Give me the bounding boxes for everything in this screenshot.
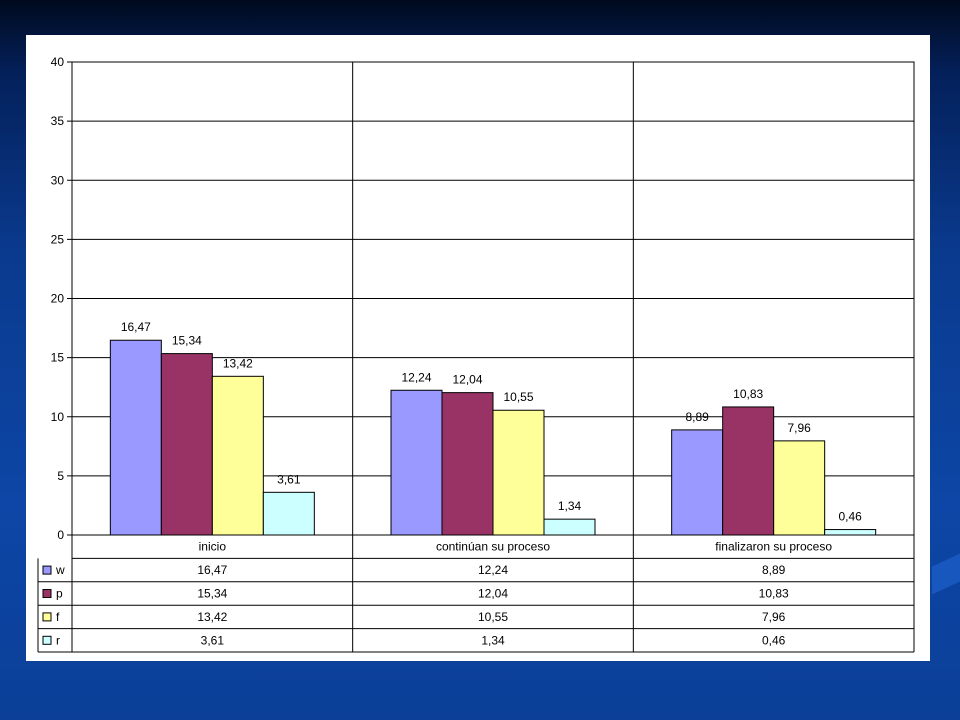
table-cell-value: 1,34 [481,633,505,647]
data-label: 7,96 [787,421,811,435]
bar [441,392,494,536]
bar [262,491,315,536]
table-cell-value: 0,46 [762,633,786,647]
bar [160,353,213,536]
bar [390,389,443,536]
category-label: finalizaron su proceso [715,540,832,554]
data-label: 1,34 [558,499,582,513]
y-tick-label: 25 [51,232,65,246]
legend-series-name: p [56,587,63,601]
table-cell-value: 16,47 [197,563,227,577]
legend-series-name: f [56,610,60,624]
table-cell-value: 12,24 [478,563,508,577]
y-tick-label: 5 [57,469,64,483]
legend-swatch [42,565,52,575]
y-tick-label: 40 [51,55,65,69]
legend-series-name: r [56,633,60,647]
data-label: 15,34 [172,334,202,348]
chart-panel: 0 5 10 15 20 25 30 35 40 16,47 15,34 13,42 3,61 12,24… [26,35,930,661]
y-tick-label: 20 [51,292,65,306]
data-label: 0,46 [838,510,862,524]
decorative-shape [932,553,960,595]
table-cell-value: 10,83 [759,587,789,601]
table-cell-value: 7,96 [762,610,786,624]
table-cell-value: 15,34 [197,587,227,601]
y-tick-label: 35 [51,114,65,128]
table-cell-value: 12,04 [478,587,508,601]
bar [211,375,264,536]
bar-chart: 0 5 10 15 20 25 30 35 40 16,47 15,34 13,42 3,61 12,24… [37,55,915,653]
category-label: inicio [199,540,227,554]
bar [773,440,826,536]
y-tick-label: 30 [51,173,65,187]
data-label: 3,61 [277,472,301,486]
bar [492,409,545,536]
data-label: 12,04 [452,373,482,387]
y-tick-label: 15 [51,351,65,365]
legend-swatch [42,635,52,645]
bar [543,518,596,536]
bar [671,429,724,536]
bar [109,339,162,536]
data-label: 12,24 [401,370,431,384]
data-label: 13,42 [223,356,253,370]
data-label: 10,55 [503,390,533,404]
legend-swatch [42,589,52,598]
y-tick-label: 10 [51,410,65,424]
data-label: 8,89 [685,410,709,424]
bar [824,529,877,536]
data-label: 10,83 [733,387,763,401]
category-label: continúan su proceso [436,540,550,554]
legend-series-name: w [55,563,65,577]
table-cell-value: 8,89 [762,563,786,577]
table-cell-value: 10,55 [478,610,508,624]
bar [722,406,775,536]
table-cell-value: 13,42 [197,610,227,624]
data-label: 16,47 [121,320,151,334]
table-cell-value: 3,61 [201,633,225,647]
legend-swatch [42,612,52,622]
y-tick-label: 0 [57,528,64,542]
